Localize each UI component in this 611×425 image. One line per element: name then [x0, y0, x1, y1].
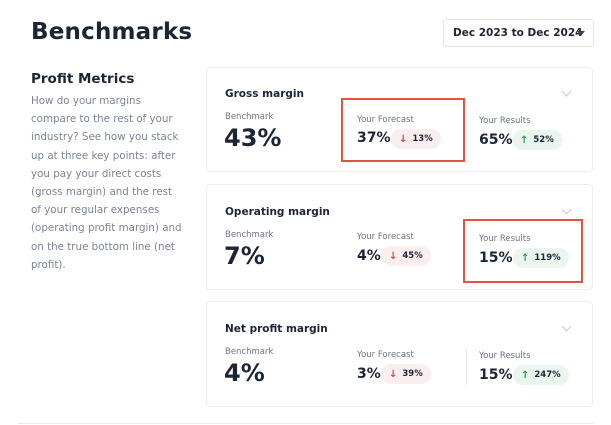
results-divider	[466, 349, 467, 385]
description-line: industry? See how you stack	[31, 131, 179, 144]
profit-metrics-title: Profit Metrics	[31, 71, 135, 87]
caret-down-icon	[577, 31, 585, 36]
forecast-change: 13%	[412, 134, 433, 144]
results-change: 119%	[534, 253, 561, 263]
profit-metrics-description: How do your margins compare to the rest …	[31, 92, 191, 274]
arrow-down-icon: ↓	[399, 133, 408, 145]
arrow-up-icon: ↑	[520, 134, 529, 146]
description-line: (operating profit margin) and	[31, 222, 182, 235]
forecast-label: Your Forecast	[357, 232, 414, 242]
card-title: Operating margin	[225, 206, 330, 218]
operating-margin-card[interactable]: Operating margin Benchmark 7% Your Forec…	[206, 184, 593, 290]
gross-margin-card[interactable]: Gross margin Benchmark 43% Your Forecast…	[206, 67, 593, 172]
arrow-down-icon: ↓	[389, 250, 398, 262]
description-line: compare to the rest of your	[31, 113, 173, 126]
chevron-down-icon[interactable]	[561, 204, 572, 215]
description-line: profit).	[31, 258, 66, 271]
arrow-up-icon: ↑	[521, 252, 530, 264]
results-change-badge: ↑ 52%	[512, 130, 562, 150]
benchmark-label: Benchmark	[225, 112, 274, 122]
forecast-change-badge: ↓ 45%	[381, 246, 431, 266]
results-label: Your Results	[479, 351, 531, 361]
description-line: (gross margin) and the rest	[31, 186, 173, 199]
chevron-down-icon[interactable]	[561, 86, 572, 97]
highlight-box-results	[463, 219, 583, 283]
page-title: Benchmarks	[31, 19, 193, 45]
results-label: Your Results	[479, 116, 531, 126]
description-line: up at three key points: after	[31, 149, 176, 162]
highlight-box-forecast	[341, 98, 465, 162]
forecast-change-badge: ↓ 13%	[391, 129, 441, 149]
results-change-badge: ↑ 119%	[513, 248, 569, 268]
results-change-badge: ↑ 247%	[513, 365, 569, 385]
forecast-value: 3%	[357, 366, 381, 382]
net-profit-margin-card[interactable]: Net profit margin Benchmark 4% Your Fore…	[206, 301, 593, 407]
date-range-value: Dec 2023 to Dec 2024	[453, 27, 583, 39]
description-line: on the true bottom line (net	[31, 240, 175, 253]
results-change: 52%	[533, 135, 554, 145]
results-value: 15%	[479, 250, 513, 266]
card-title: Gross margin	[225, 88, 304, 100]
forecast-label: Your Forecast	[357, 350, 414, 360]
benchmark-value: 7%	[224, 242, 265, 270]
bottom-divider	[18, 423, 593, 424]
description-line: of your regular expenses	[31, 204, 160, 217]
results-value: 15%	[479, 367, 513, 383]
benchmark-label: Benchmark	[225, 347, 274, 357]
card-title: Net profit margin	[225, 323, 328, 335]
benchmark-label: Benchmark	[225, 230, 274, 240]
arrow-down-icon: ↓	[389, 368, 398, 380]
forecast-change: 39%	[402, 369, 423, 379]
results-label: Your Results	[479, 234, 531, 244]
forecast-label: Your Forecast	[357, 115, 414, 125]
forecast-change: 45%	[402, 251, 423, 261]
date-range-select[interactable]: Dec 2023 to Dec 2024	[443, 19, 594, 47]
forecast-change-badge: ↓ 39%	[381, 364, 431, 384]
results-value: 65%	[479, 132, 513, 148]
forecast-value: 37%	[357, 130, 391, 146]
benchmark-value: 4%	[224, 359, 265, 387]
description-line: How do your margins	[31, 95, 141, 107]
results-change: 247%	[534, 370, 561, 380]
benchmark-value: 43%	[224, 124, 282, 152]
description-line: you pay your direct costs	[31, 167, 162, 180]
arrow-up-icon: ↑	[521, 369, 530, 381]
chevron-down-icon[interactable]	[561, 321, 572, 332]
forecast-value: 4%	[357, 248, 381, 264]
